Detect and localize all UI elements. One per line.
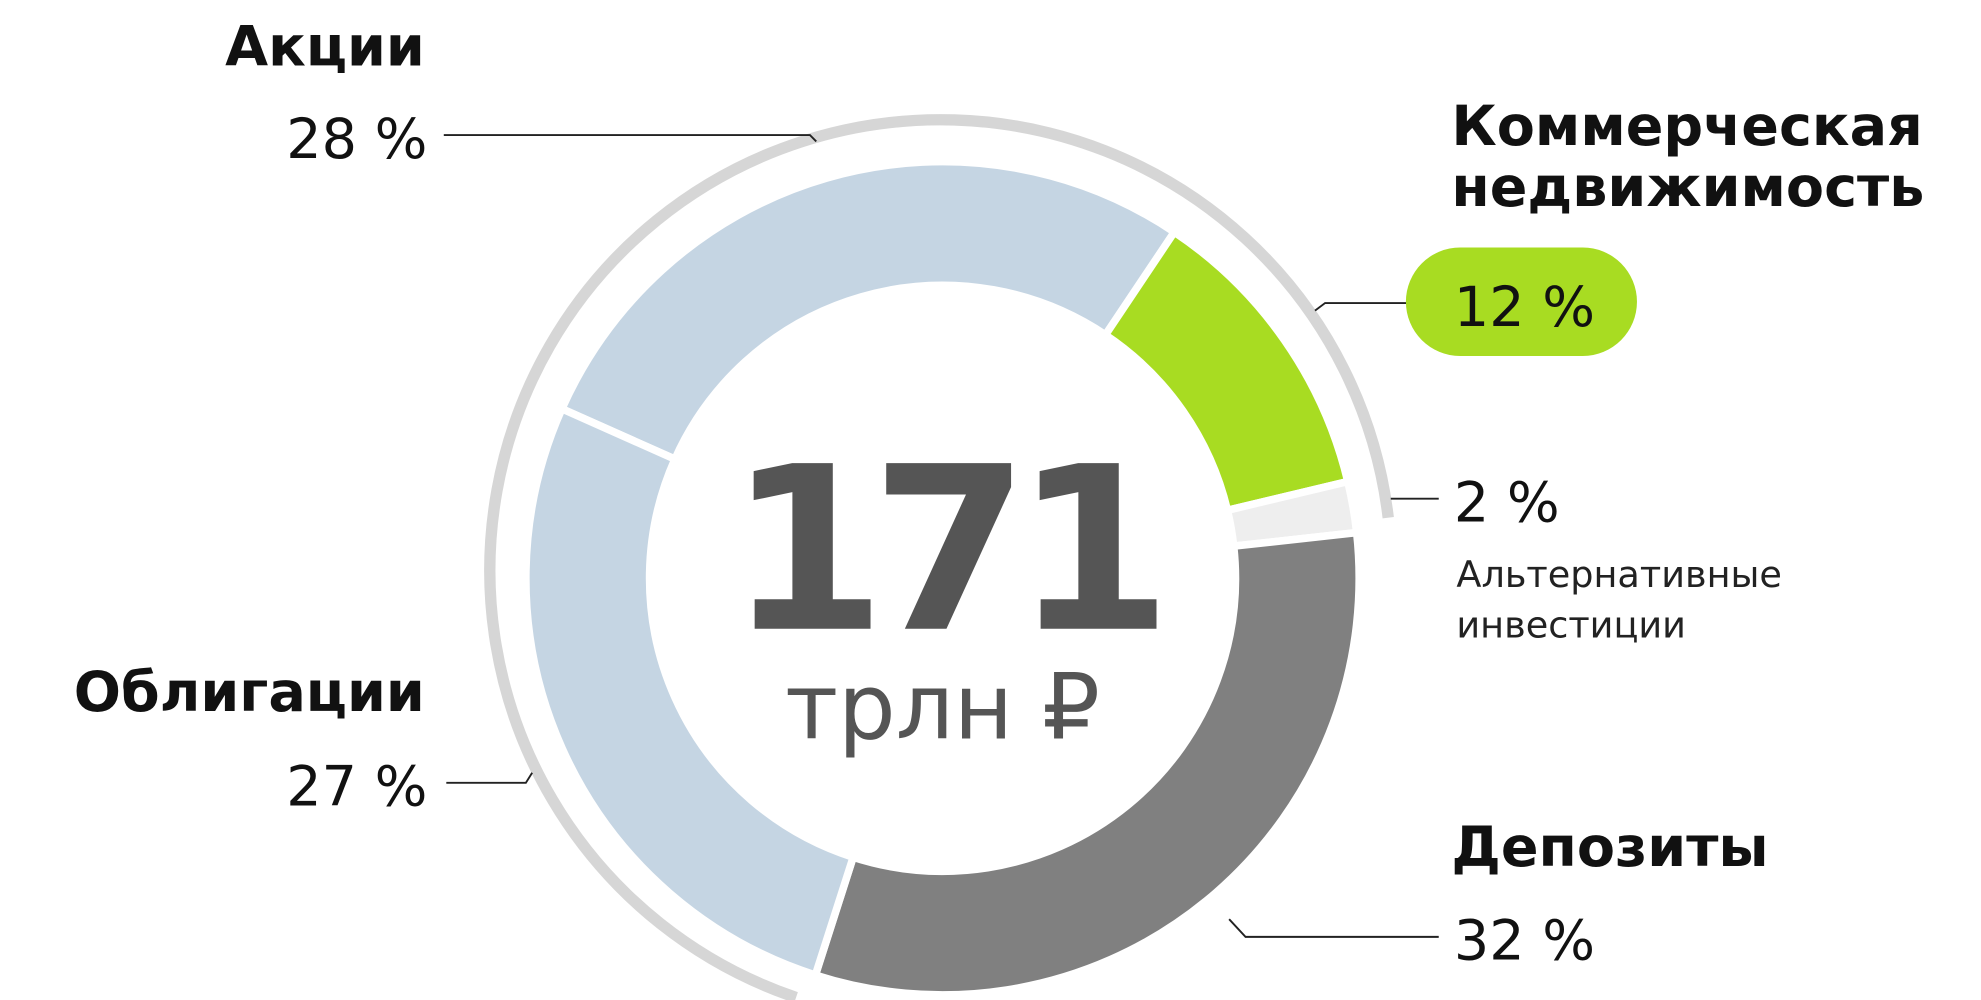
category-label: Коммерческая недвижимость [1451,94,1924,220]
category-label: Облигации [74,660,425,725]
outer-ring [484,114,1394,1000]
leader-line [446,772,533,784]
category-label: Альтернативные инвестиции [1456,553,1782,647]
donut-segment [522,403,858,980]
donut-segment [810,528,1363,999]
category-label-line: недвижимость [1451,155,1924,220]
highlight-pill [1405,247,1637,357]
category-label-line: Альтернативные [1456,553,1782,596]
leader-line [1228,918,1439,938]
value-label: 32 % [1454,909,1595,974]
center-unit: трлн ₽ [785,656,1100,761]
value-label: 2 % [1454,470,1560,535]
center-value: 171 [728,418,1157,683]
leader-line [443,134,817,143]
value-label: 12 % [1454,275,1595,340]
value-label: 27 % [286,755,427,820]
leader-line [1314,302,1439,312]
category-label: Акции [225,15,425,80]
category-label: Депозиты [1451,815,1768,880]
category-label-line: инвестиции [1456,604,1686,647]
donut-segment [556,157,1180,465]
value-label: 28 % [286,107,427,172]
category-label-line: Коммерческая [1451,94,1922,159]
